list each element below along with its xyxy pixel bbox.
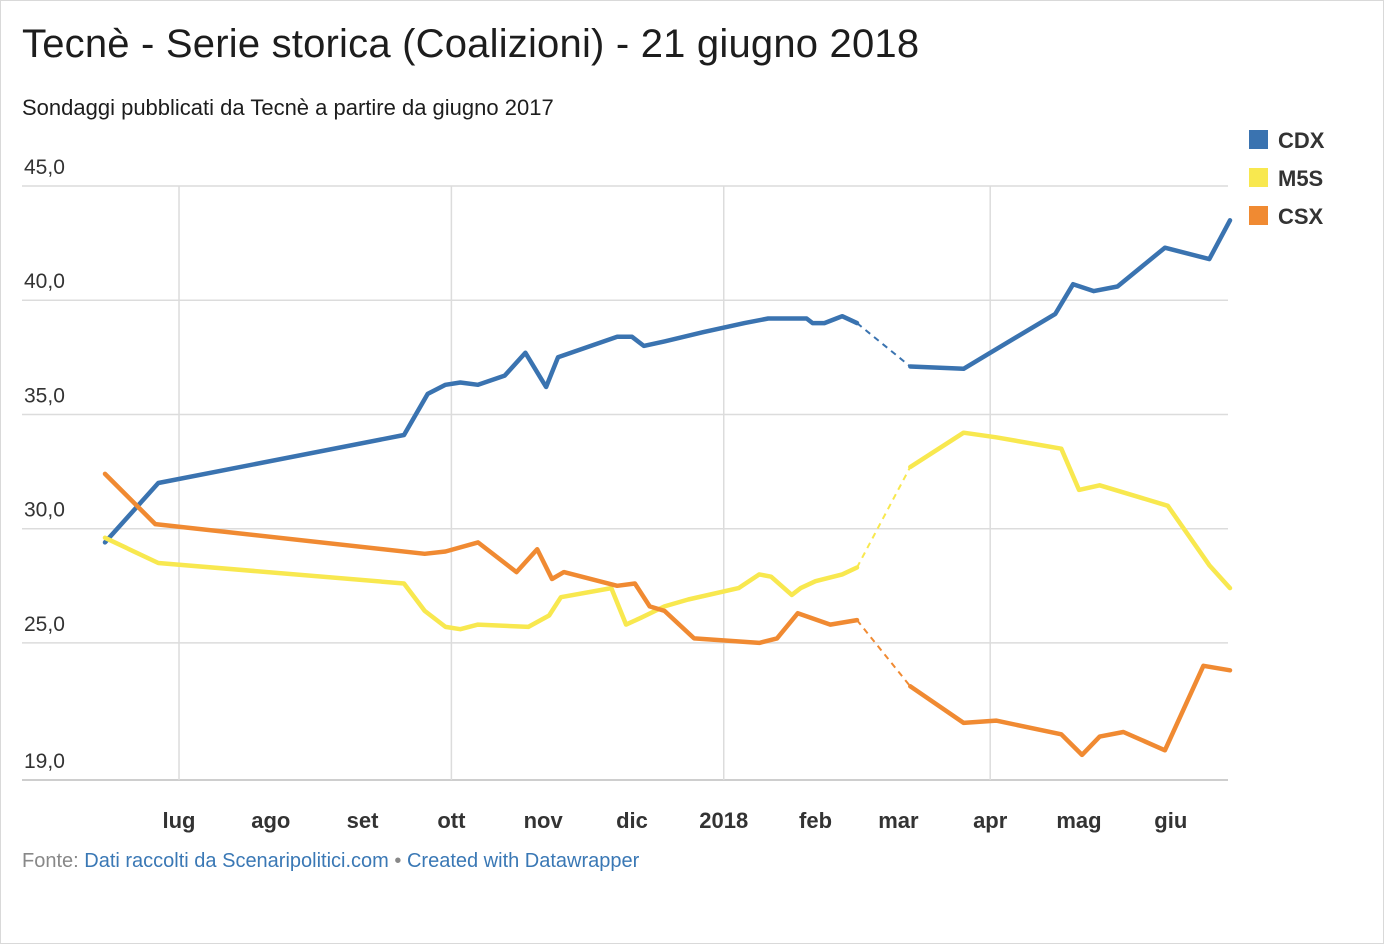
series-gap-cdx [856, 322, 911, 368]
x-tick-label: lug [163, 808, 196, 833]
chart-title: Tecnè - Serie storica (Coalizioni) - 21 … [22, 22, 920, 66]
series-gap-csx [856, 619, 912, 687]
legend-label-cdx: CDX [1278, 128, 1325, 153]
y-tick-label: 45,0 [24, 156, 65, 179]
chart-subtitle: Sondaggi pubblicati da Tecnè a partire d… [22, 95, 554, 120]
x-tick-label: mar [878, 808, 919, 833]
series-line-cdx [102, 313, 860, 545]
legend-swatch-m5s [1249, 168, 1268, 187]
y-tick-label: 30,0 [24, 499, 65, 522]
footer-separator: • [394, 850, 402, 872]
x-tick-label: set [347, 808, 379, 833]
source-link[interactable]: Dati raccolti da Scenaripolitici.com [84, 850, 389, 872]
x-tick-label: feb [799, 808, 832, 833]
x-tick-label: giu [1154, 808, 1187, 833]
x-tick-label: ott [437, 808, 466, 833]
grid-layer [22, 185, 1228, 781]
x-tick-label: apr [973, 808, 1008, 833]
series-gap-m5s [856, 466, 912, 568]
x-tick-label: dic [616, 808, 648, 833]
legend-swatch-cdx [1249, 130, 1268, 149]
x-tick-label: ago [251, 808, 290, 833]
series-line-csx [908, 663, 1233, 758]
series-line-m5s [102, 535, 860, 632]
x-tick-label: 2018 [699, 808, 748, 833]
series-line-m5s [908, 430, 1233, 591]
series-line-cdx [908, 218, 1233, 372]
legend-swatch-csx [1249, 206, 1268, 225]
y-tick-label: 40,0 [24, 270, 65, 293]
x-tick-label: mag [1056, 808, 1101, 833]
series-line-csx [102, 471, 860, 646]
y-tick-label: 25,0 [24, 613, 65, 636]
y-tick-label: 35,0 [24, 384, 65, 407]
datawrapper-link[interactable]: Created with Datawrapper [406, 850, 640, 872]
legend-label-csx: CSX [1278, 204, 1324, 229]
footer-source-label: Fonte: [22, 850, 79, 872]
x-axis: lug ago set ott nov dic 2018 feb mar apr mag giu [163, 808, 1188, 833]
y-axis: 19,0 25,0 30,0 35,0 40,0 45,0 [24, 156, 65, 773]
y-tick-label: 19,0 [24, 750, 65, 773]
legend-label-m5s: M5S [1278, 166, 1323, 191]
x-tick-label: nov [524, 808, 564, 833]
series-layer [102, 218, 1233, 758]
legend: CDX M5S CSX [1249, 128, 1325, 229]
footer: Fonte: Dati raccolti da Scenaripolitici.… [22, 850, 639, 873]
